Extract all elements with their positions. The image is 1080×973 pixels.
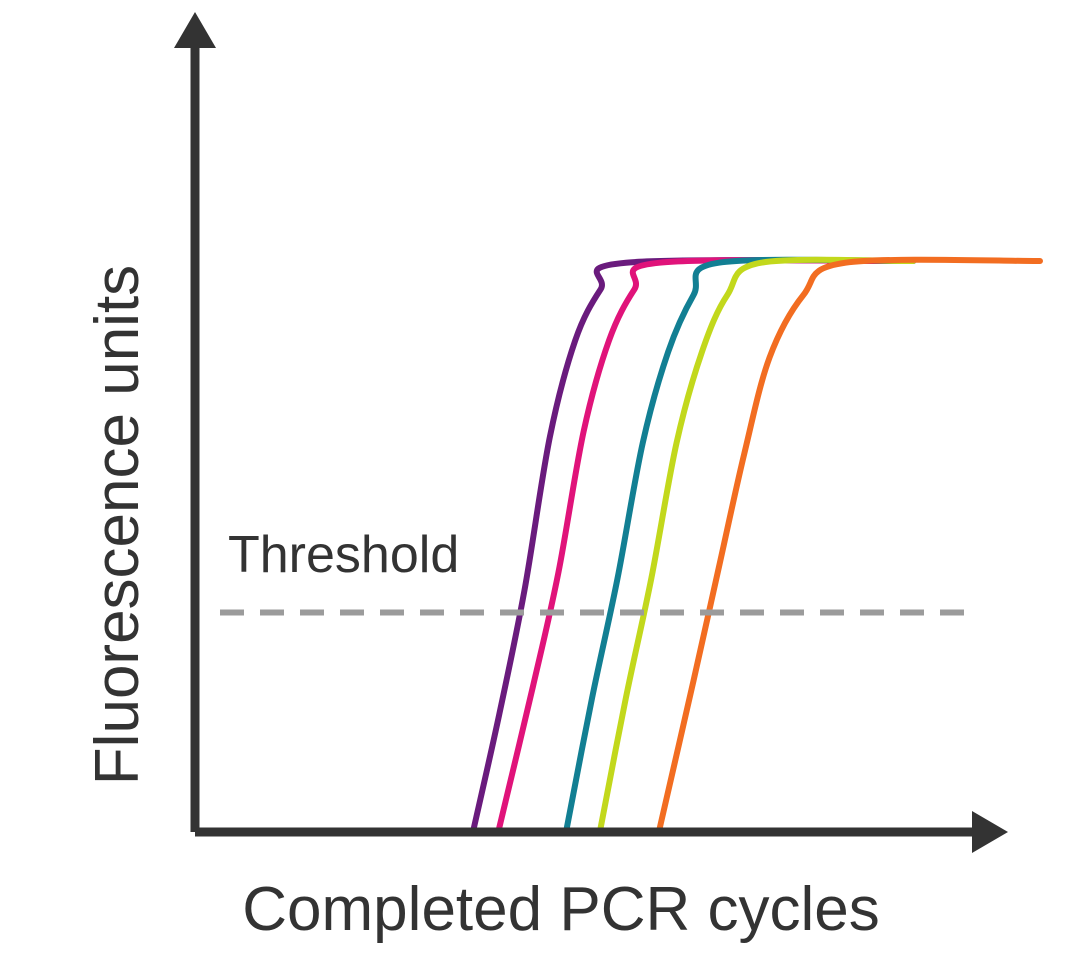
amplification-curve-5 xyxy=(656,256,1043,831)
y-axis-arrow-icon xyxy=(174,12,216,48)
amplification-curve-4 xyxy=(597,256,917,831)
amplification-curve-1 xyxy=(470,257,917,831)
amplification-curve-2 xyxy=(496,257,917,831)
amplification-curves xyxy=(470,256,1043,831)
x-axis-title: Completed PCR cycles xyxy=(242,875,879,944)
x-axis-arrow-icon xyxy=(972,811,1008,853)
amplification-curve-3 xyxy=(563,256,917,831)
threshold-label: Threshold xyxy=(228,526,459,584)
y-axis-title: Fluorescence units xyxy=(83,265,152,785)
